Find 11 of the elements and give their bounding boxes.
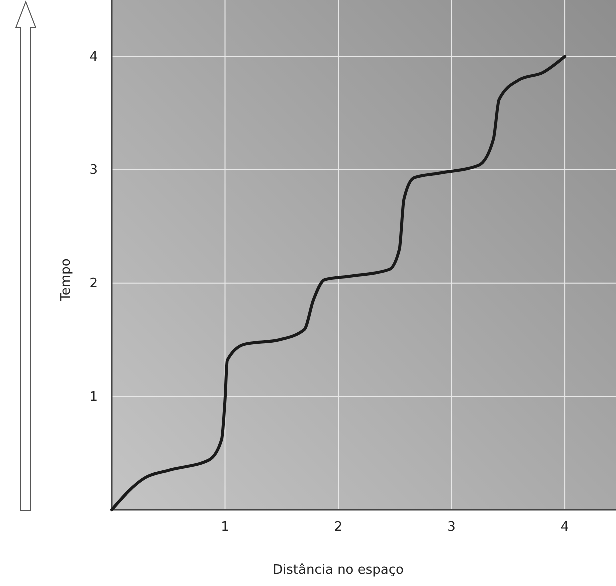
y-tick-label: 4: [90, 50, 98, 65]
x-tick-label: 3: [448, 520, 456, 536]
x-tick-label: 1: [221, 520, 230, 536]
y-axis-title: Tempo: [59, 258, 74, 302]
x-tick-label: 4: [560, 520, 570, 536]
y-tick-label: 2: [90, 276, 98, 292]
y-tick-label: 3: [90, 163, 98, 178]
x-axis-title: Distância no espaço: [273, 563, 404, 578]
line-series: [110, 55, 567, 512]
x-tick-label: 2: [334, 520, 343, 536]
y-tick-label: 1: [90, 390, 98, 405]
